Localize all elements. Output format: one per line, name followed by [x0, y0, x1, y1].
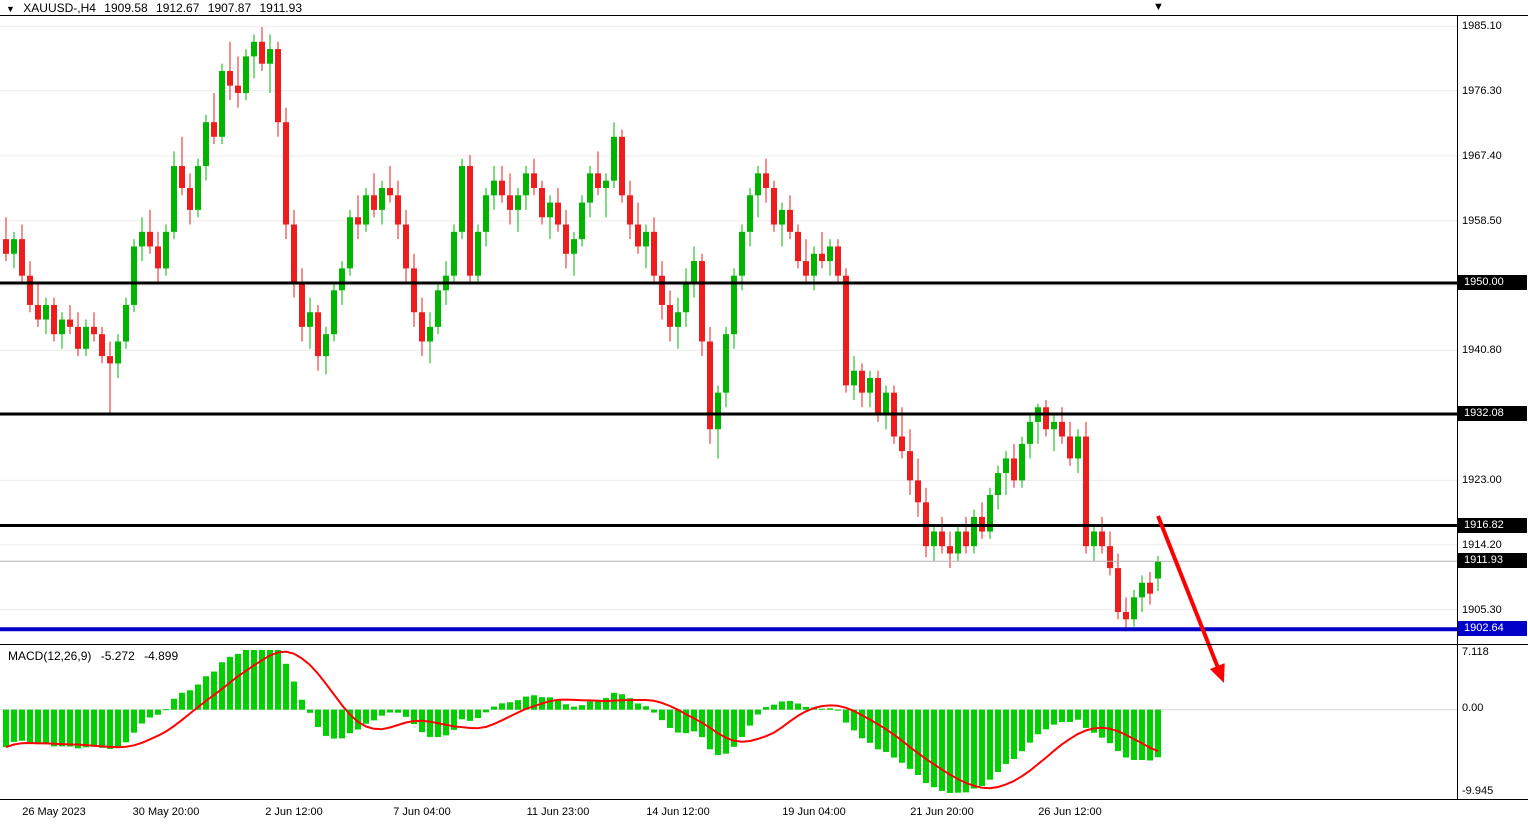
price-axis-label: 1923.00	[1462, 474, 1502, 487]
price-axis-label: 1914.20	[1462, 538, 1502, 551]
price-axis-label: 1967.40	[1462, 149, 1502, 162]
time-axis-label: 26 Jun 12:00	[1038, 806, 1102, 818]
price-axis-label: 1905.30	[1462, 603, 1502, 616]
price-badge: 1950.00	[1458, 275, 1527, 290]
time-axis-label: 21 Jun 20:00	[910, 806, 974, 818]
macd-signal-line	[5, 650, 1159, 790]
chart-shift-icon[interactable]: ▼	[1153, 1, 1164, 13]
time-axis-label: 2 Jun 12:00	[265, 806, 323, 818]
level-lines[interactable]	[0, 281, 1457, 632]
chart-header: ▼ XAUUSD-,H4 1909.58 1912.67 1907.87 191…	[6, 1, 307, 16]
macd-scale-min: -9.945	[1462, 785, 1494, 797]
time-axis-label: 14 Jun 12:00	[646, 806, 710, 818]
macd-scale-zero: 0.00	[1462, 702, 1484, 714]
ohlc-close: 1911.93	[259, 1, 303, 15]
ohlc-open: 1909.58	[104, 1, 148, 15]
ohlc-low: 1907.87	[207, 1, 252, 15]
price-axis-label: 1976.30	[1462, 84, 1502, 97]
time-axis-label: 19 Jun 04:00	[782, 806, 846, 818]
time-axis-label: 11 Jun 23:00	[526, 806, 590, 818]
price-axis-label: 1958.50	[1462, 214, 1502, 227]
macd-scale-max: 7.118	[1462, 646, 1489, 658]
price-badge: 1916.82	[1458, 517, 1527, 533]
symbol-period-label: XAUUSD-,H4	[23, 1, 96, 15]
time-axis-label: 30 May 20:00	[132, 806, 200, 818]
macd-histogram	[3, 650, 1161, 793]
chart-top-border	[0, 15, 1528, 16]
time-axis-label: 7 Jun 04:00	[393, 806, 451, 818]
price-badge: 1932.08	[1458, 406, 1527, 421]
macd-signal-value: -4.899	[144, 649, 179, 663]
macd-panel-bottom-border	[0, 799, 1528, 800]
macd-name: MACD(12,26,9)	[8, 649, 92, 663]
macd-main-value: -5.272	[100, 649, 135, 663]
trend-arrow[interactable]	[1156, 515, 1225, 683]
price-badge: 1911.93	[1458, 553, 1527, 569]
price-axis-label: 1985.10	[1462, 20, 1502, 33]
price-axis-label: 1940.80	[1462, 344, 1502, 357]
symbol-dropdown-icon[interactable]: ▼	[6, 4, 15, 14]
macd-indicator-header: MACD(12,26,9) -5.272 -4.899	[8, 649, 184, 663]
macd-panel-top-border	[0, 644, 1528, 645]
grid-lines	[0, 25, 1457, 611]
ohlc-high: 1912.67	[156, 1, 200, 15]
candlestick-series	[3, 27, 1161, 629]
price-badge: 1902.64	[1458, 621, 1527, 637]
price-scale-divider	[1457, 15, 1458, 800]
time-axis-label: 26 May 2023	[22, 806, 86, 818]
